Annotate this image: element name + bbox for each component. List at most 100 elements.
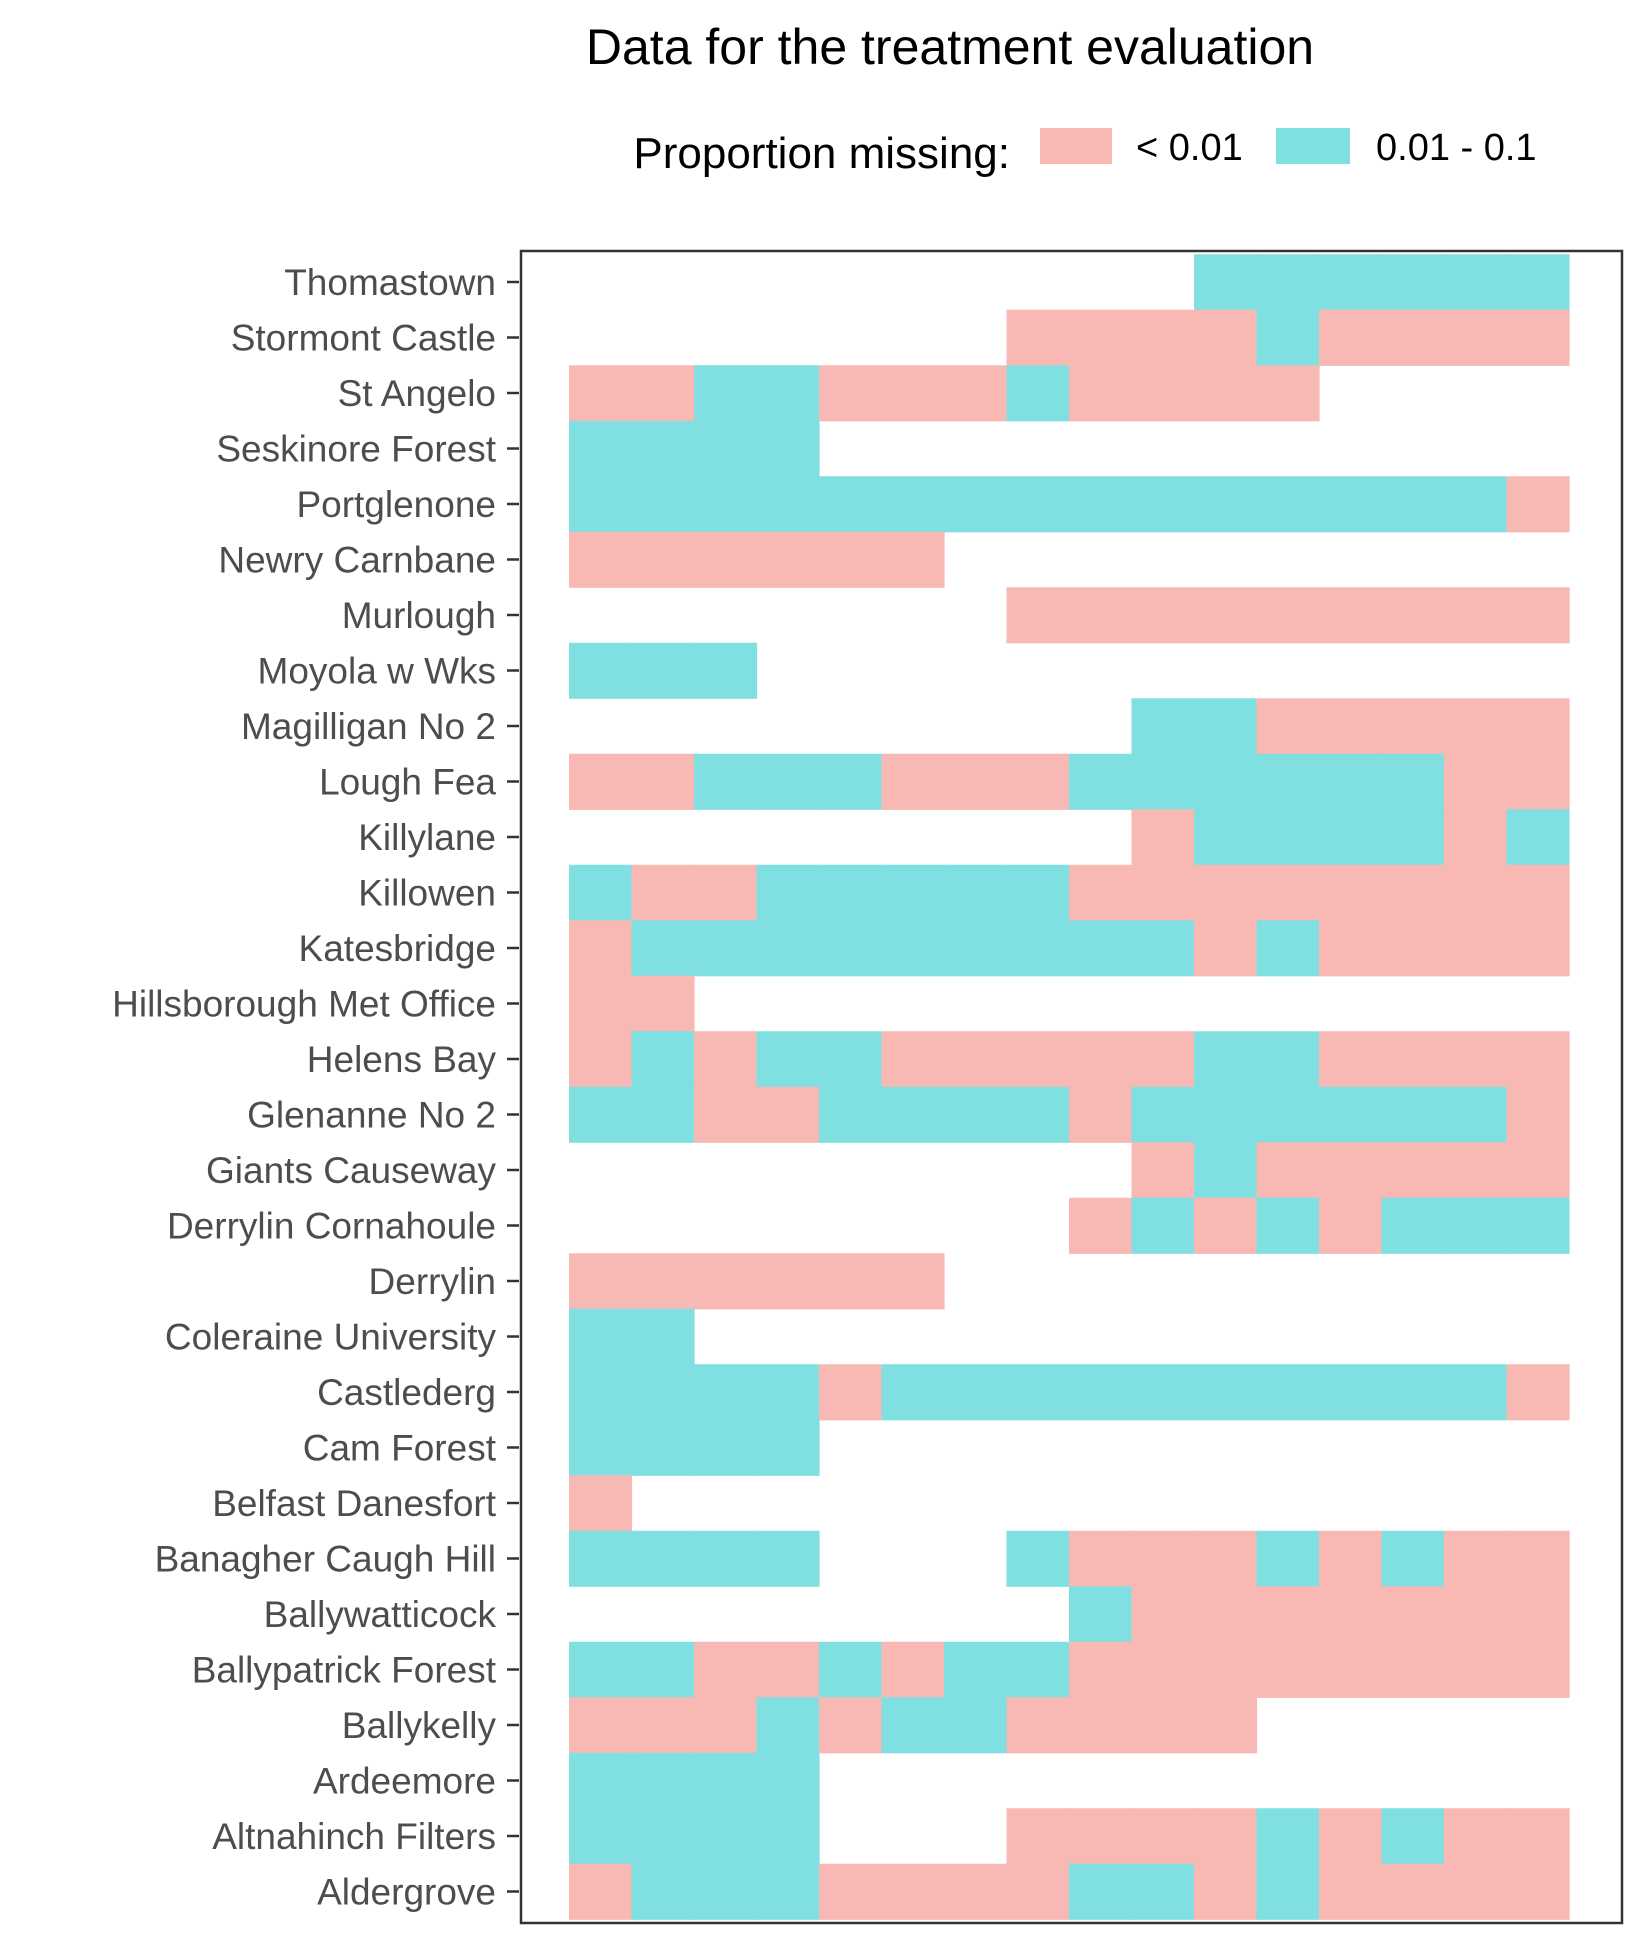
- y-tick-label-magilligan-no-2: Magilligan No 2: [241, 706, 496, 747]
- heatmap-cell: [1381, 254, 1445, 311]
- heatmap-cell: [631, 1419, 695, 1476]
- heatmap-cell: [694, 476, 758, 533]
- heatmap-cell: [1319, 1086, 1383, 1143]
- heatmap-cell: [1381, 1142, 1445, 1199]
- heatmap-cell: [1256, 809, 1320, 866]
- heatmap-cell: [569, 1697, 633, 1754]
- heatmap-cell: [1506, 1086, 1570, 1143]
- heatmap-cell: [569, 1752, 633, 1809]
- heatmap-cell: [569, 1641, 633, 1698]
- heatmap-cell: [881, 1031, 945, 1088]
- heatmap-cell: [569, 975, 633, 1032]
- heatmap-cell: [1444, 254, 1508, 311]
- heatmap-cell: [1319, 309, 1383, 366]
- heatmap-cell: [631, 642, 695, 699]
- heatmap-cell: [756, 1031, 820, 1088]
- heatmap-cell: [1444, 1641, 1508, 1698]
- heatmap-cell: [631, 1697, 695, 1754]
- heatmap-cell: [1444, 1364, 1508, 1421]
- heatmap-cell: [944, 1086, 1008, 1143]
- heatmap-cell: [944, 864, 1008, 921]
- heatmap-cell: [756, 1419, 820, 1476]
- heatmap-cell: [1131, 1086, 1195, 1143]
- heatmap-cell: [1506, 1364, 1570, 1421]
- heatmap-cell: [1506, 1197, 1570, 1254]
- heatmap-cell: [1006, 587, 1070, 644]
- heatmap-cell: [631, 531, 695, 588]
- heatmap-cell: [1444, 698, 1508, 755]
- y-tick-label-castlederg: Castlederg: [317, 1372, 496, 1413]
- heatmap-cell: [1194, 587, 1258, 644]
- heatmap-cell: [1381, 920, 1445, 977]
- heatmap-cell: [756, 1808, 820, 1865]
- heatmap-cell: [694, 642, 758, 699]
- heatmap-cell: [756, 1086, 820, 1143]
- heatmap-cell: [631, 1752, 695, 1809]
- heatmap-cell: [569, 1308, 633, 1365]
- heatmap-cell: [1444, 1530, 1508, 1587]
- heatmap-cell: [1006, 1364, 1070, 1421]
- heatmap-cell: [819, 753, 883, 810]
- y-tick-label-killowen: Killowen: [358, 873, 496, 914]
- heatmap-cell: [1069, 753, 1133, 810]
- heatmap-cell: [1444, 1142, 1508, 1199]
- heatmap-cell: [881, 1253, 945, 1310]
- heatmap-cell: [1069, 1197, 1133, 1254]
- heatmap-cell: [1131, 1142, 1195, 1199]
- heatmap-cell: [694, 531, 758, 588]
- heatmap-cell: [1194, 254, 1258, 311]
- heatmap-cell: [1444, 1586, 1508, 1643]
- heatmap-cell: [1319, 1641, 1383, 1698]
- y-tick-label-portglenone: Portglenone: [296, 484, 496, 525]
- heatmap-cell: [819, 920, 883, 977]
- heatmap-cell: [881, 1863, 945, 1920]
- heatmap-cell: [1006, 1808, 1070, 1865]
- heatmap-cell: [881, 476, 945, 533]
- heatmap-cell: [1444, 864, 1508, 921]
- y-tick-label-coleraine-university: Coleraine University: [165, 1317, 497, 1358]
- heatmap-cell: [1256, 254, 1320, 311]
- heatmap-cell: [569, 1031, 633, 1088]
- heatmap-cell: [569, 1419, 633, 1476]
- heatmap-cell: [819, 1031, 883, 1088]
- heatmap-cell: [944, 1697, 1008, 1754]
- heatmap-cell: [1444, 1086, 1508, 1143]
- heatmap-cell: [1069, 476, 1133, 533]
- heatmap-cell: [1381, 1197, 1445, 1254]
- y-tick-label-glenanne-no-2: Glenanne No 2: [247, 1095, 496, 1136]
- heatmap-cell: [819, 1086, 883, 1143]
- heatmap-cell: [1069, 920, 1133, 977]
- heatmap-cell: [1069, 587, 1133, 644]
- heatmap-cell: [1194, 1364, 1258, 1421]
- legend-title: Proportion missing:: [633, 129, 1010, 178]
- heatmap-cell: [1444, 753, 1508, 810]
- heatmap-cell: [631, 1530, 695, 1587]
- heatmap-cell: [569, 1253, 633, 1310]
- heatmap-cell: [631, 1308, 695, 1365]
- heatmap-cell: [1256, 365, 1320, 422]
- heatmap-cell: [1506, 809, 1570, 866]
- heatmap-cell: [1381, 753, 1445, 810]
- heatmap-cell: [1006, 365, 1070, 422]
- heatmap-cell: [1194, 698, 1258, 755]
- heatmap-cell: [694, 1697, 758, 1754]
- heatmap-cell: [1506, 1530, 1570, 1587]
- heatmap-cell: [819, 1863, 883, 1920]
- heatmap-cell: [1506, 476, 1570, 533]
- heatmap-cell: [1381, 587, 1445, 644]
- heatmap-cell: [1069, 309, 1133, 366]
- heatmap-cell: [1444, 587, 1508, 644]
- heatmap-cell: [631, 1364, 695, 1421]
- heatmap-cell: [1194, 476, 1258, 533]
- heatmap-cell: [631, 753, 695, 810]
- y-tick-label-seskinore-forest: Seskinore Forest: [216, 429, 496, 470]
- heatmap-cell: [881, 1641, 945, 1698]
- heatmap-cell: [819, 531, 883, 588]
- heatmap-cell: [819, 864, 883, 921]
- y-tick-label-belfast-danesfort: Belfast Danesfort: [212, 1483, 497, 1524]
- heatmap-cell: [756, 1364, 820, 1421]
- heatmap-cell: [756, 864, 820, 921]
- legend-key-mid: [1276, 128, 1350, 164]
- panel-border: [519, 249, 1624, 1925]
